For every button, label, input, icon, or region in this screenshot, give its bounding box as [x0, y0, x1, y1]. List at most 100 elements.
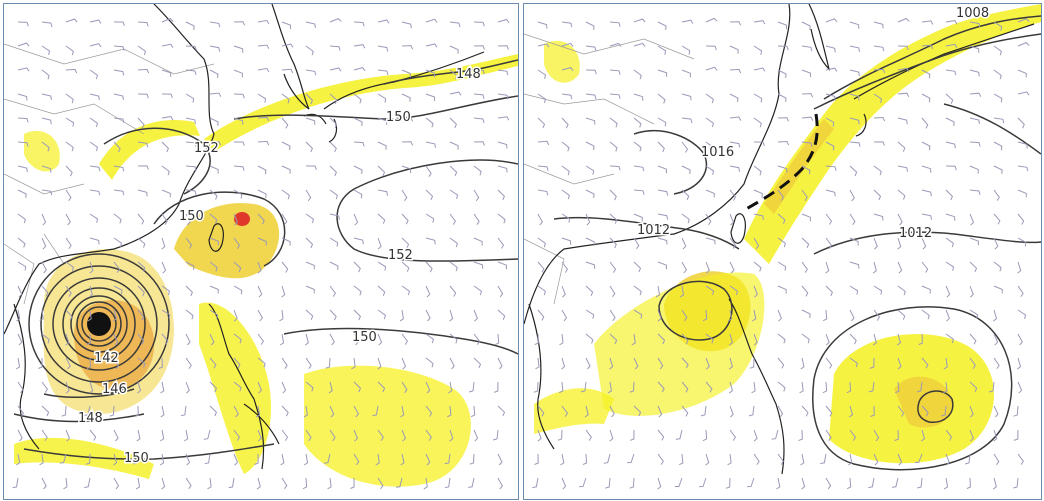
wind-barb	[729, 189, 737, 201]
wind-barb	[329, 117, 338, 129]
wind-barb	[160, 405, 165, 418]
wind-barb	[777, 357, 785, 369]
wind-barb	[969, 261, 978, 273]
wind-barb	[533, 381, 539, 393]
wind-barb	[65, 309, 73, 321]
wind-barb	[561, 261, 568, 273]
wind-barb	[897, 67, 910, 72]
wind-barb	[825, 213, 833, 225]
wind-barb	[1013, 405, 1019, 417]
wind-barb	[497, 477, 503, 490]
wind-barb	[65, 357, 71, 370]
wind-barb	[281, 165, 291, 174]
wind-barb	[1017, 309, 1027, 320]
wind-barb	[585, 117, 596, 125]
wind-barb	[849, 261, 860, 269]
wind-barb	[89, 189, 101, 196]
wind-barb	[41, 237, 47, 250]
wind-barb	[41, 333, 50, 344]
wind-barb	[657, 381, 665, 393]
wind-barb	[425, 333, 434, 344]
wind-barb	[113, 165, 125, 172]
wind-barb	[497, 285, 504, 298]
wind-barb	[681, 261, 688, 274]
wind-barb	[945, 69, 957, 76]
wind-barb	[257, 19, 270, 25]
wind-barb	[497, 141, 508, 149]
wind-barb	[257, 189, 267, 199]
wind-barb	[305, 309, 314, 320]
wind-barb	[425, 18, 438, 23]
wind-barb	[89, 165, 101, 172]
wind-barb	[825, 285, 833, 297]
wind-barb	[233, 429, 241, 441]
wind-barb	[41, 69, 50, 80]
wind-barb	[746, 477, 755, 488]
wind-barb	[377, 213, 386, 224]
wind-barb	[185, 189, 197, 195]
wind-barb	[657, 309, 662, 322]
wind-barb	[209, 21, 221, 28]
wind-barb	[969, 45, 980, 53]
wind-barb	[969, 237, 979, 246]
wind-barb	[161, 237, 166, 250]
wind-barb	[233, 237, 241, 249]
wind-barb	[377, 117, 388, 125]
wind-barb	[325, 357, 331, 369]
wind-barb	[257, 309, 264, 322]
wind-barb	[749, 357, 755, 369]
wind-barb	[280, 453, 285, 466]
wind-barb	[209, 213, 218, 224]
wind-barb	[825, 141, 835, 151]
wind-barb	[303, 453, 309, 466]
wind-barb	[872, 261, 877, 274]
wind-barb	[729, 285, 738, 296]
wind-barb	[305, 189, 312, 202]
wind-barb	[65, 68, 78, 74]
wind-barb	[41, 285, 49, 297]
wind-barb	[425, 429, 432, 441]
wind-barb	[969, 69, 980, 77]
wind-barb	[918, 333, 923, 346]
typhoon-center	[28, 253, 170, 395]
wind-barb	[681, 19, 694, 24]
label-1012-east: 1012	[899, 226, 932, 241]
wind-barb	[473, 45, 485, 50]
wind-barb	[375, 453, 380, 466]
wind-barb	[185, 21, 195, 30]
wind-barb	[825, 477, 832, 490]
wind-barb	[329, 141, 337, 153]
wind-barb	[137, 213, 145, 225]
wind-barb	[353, 189, 363, 199]
label-142: 142	[94, 351, 119, 366]
wind-barb	[401, 69, 411, 78]
wind-barb	[65, 381, 70, 394]
wind-barb	[993, 69, 1002, 80]
wind-barb	[631, 333, 636, 346]
wind-barb	[868, 381, 875, 393]
wind-barb	[113, 381, 121, 393]
wind-barb	[921, 44, 934, 50]
wind-barb	[113, 285, 123, 295]
wind-barb	[729, 261, 735, 274]
wind-barb	[17, 67, 30, 72]
wind-barb	[41, 117, 52, 125]
wind-barb	[281, 237, 291, 246]
wind-barb	[729, 405, 734, 418]
isobar-1012-east	[813, 231, 1041, 255]
wind-barb	[633, 117, 642, 128]
wind-barb	[801, 165, 811, 175]
wind-barb	[209, 357, 217, 369]
wind-barb	[945, 189, 953, 201]
wind-barb	[921, 117, 929, 129]
wind-barb	[633, 165, 645, 172]
wind-barb	[470, 405, 476, 418]
wind-barb	[281, 381, 287, 394]
wind-barb	[401, 45, 414, 50]
wind-barb	[281, 117, 289, 129]
wind-barb	[753, 20, 766, 25]
wind-barb	[969, 429, 974, 442]
wind-barb	[17, 21, 29, 27]
wind-barb	[633, 18, 646, 23]
wind-barb	[401, 285, 410, 296]
